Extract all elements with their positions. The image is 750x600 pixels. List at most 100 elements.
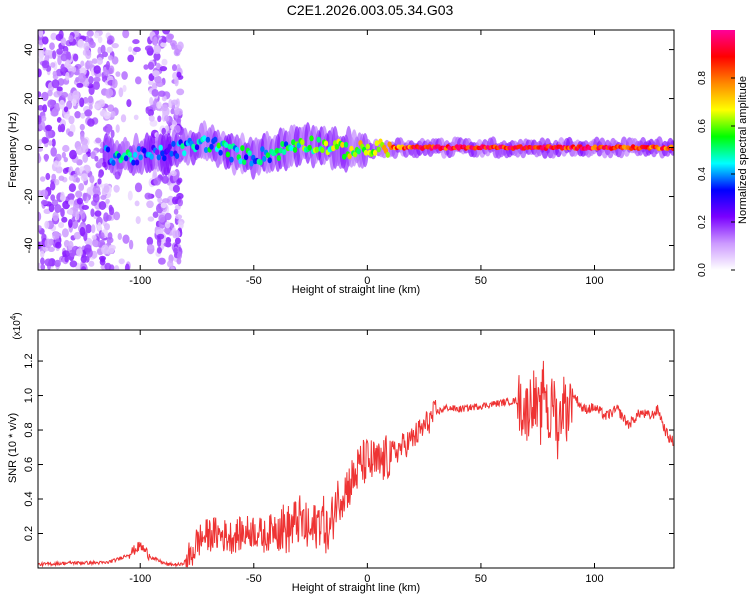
noise-blob (128, 46, 133, 53)
ridge-cell (347, 153, 352, 160)
ridge-cell (169, 150, 174, 157)
y-tick-label: 1.0 (23, 388, 35, 403)
noise-blob (127, 54, 135, 63)
noise-blob (80, 138, 88, 146)
noise-blob (110, 110, 116, 118)
noise-blob (63, 157, 68, 163)
noise-blob (176, 257, 182, 265)
y-tick-label: 1.2 (23, 353, 35, 368)
colorbar-tick-label: 0.0 (697, 263, 708, 277)
ridge-cell (149, 153, 154, 160)
noise-blob (62, 144, 70, 153)
noise-blob (38, 262, 41, 269)
noise-blob (52, 50, 57, 60)
ridge-cell (194, 144, 200, 151)
noise-blob (79, 226, 86, 237)
noise-blob (177, 251, 182, 260)
x-tick-label: 0 (364, 573, 370, 585)
noise-blob (156, 247, 162, 254)
noise-blob (80, 255, 88, 263)
ridge-cell (349, 145, 354, 152)
y-tick-label: -20 (23, 189, 35, 205)
noise-blob (41, 60, 50, 69)
noise-blob (55, 153, 62, 162)
noise-blob (77, 38, 85, 49)
noise-blob (81, 266, 87, 270)
ridge-cell (138, 154, 143, 161)
noise-blob (79, 97, 85, 108)
ridge-cell (134, 159, 140, 166)
noise-blob (170, 266, 175, 270)
noise-blob (74, 111, 81, 119)
noise-blob (52, 231, 60, 240)
noise-blob (113, 211, 121, 221)
noise-blob (108, 204, 113, 212)
noise-blob (41, 115, 47, 122)
colorbar-tick-label: 0.2 (697, 215, 708, 229)
ridge-cell (180, 143, 185, 150)
noise-blob (80, 112, 86, 119)
noise-blob (152, 70, 160, 77)
x-tick-label: 0 (364, 275, 370, 287)
noise-blob (146, 200, 154, 209)
ridge-cell (385, 151, 390, 158)
noise-blob (112, 78, 118, 89)
ridge-cell (240, 145, 245, 152)
noise-blob (107, 104, 115, 112)
ridge-cell (274, 147, 280, 154)
noise-blob (157, 115, 162, 123)
snr-marks (38, 360, 674, 568)
ridge-cell (307, 144, 312, 151)
ridge-cell (133, 151, 138, 158)
noise-blob (58, 175, 65, 181)
noise-blob (72, 53, 79, 62)
y-tick-label: 0 (23, 144, 35, 150)
noise-blob (103, 111, 111, 120)
noise-blob (38, 68, 42, 78)
noise-blob (61, 216, 68, 223)
noise-blob (173, 247, 178, 254)
noise-blob (91, 224, 96, 234)
noise-blob (78, 72, 86, 83)
snr-y-ticks: 0.2 0.4 0.6 0.8 1.0 1.2 (23, 353, 674, 541)
noise-blob (61, 228, 69, 238)
noise-blob (97, 36, 103, 44)
noise-blob (160, 202, 167, 209)
noise-blob (133, 114, 139, 121)
noise-blob (161, 175, 169, 184)
noise-blob (56, 86, 63, 92)
noise-blob (88, 260, 95, 267)
noise-blob (160, 42, 167, 48)
noise-blob (88, 76, 94, 84)
noise-blob (84, 244, 92, 253)
noise-blob (97, 222, 102, 231)
noise-blob (38, 115, 42, 125)
noise-blob (147, 216, 155, 222)
ridge-cell (300, 139, 305, 146)
ridge-cell (158, 144, 163, 151)
noise-blob (164, 221, 171, 229)
noise-blob (66, 100, 73, 110)
noise-blob (156, 237, 162, 247)
x-tick-label: -100 (129, 573, 151, 585)
noise-blob (92, 185, 101, 195)
noise-blob (158, 214, 166, 223)
ridge-cell (209, 143, 214, 150)
y-tick-label: 0.8 (23, 422, 35, 437)
noise-blob (133, 46, 141, 53)
noise-blob (174, 237, 181, 245)
noise-blob (86, 30, 94, 37)
noise-blob (128, 239, 134, 250)
noise-blob (153, 177, 161, 186)
noise-blob (91, 239, 99, 247)
noise-blob (174, 106, 180, 116)
noise-blob (134, 182, 143, 193)
noise-blob (61, 151, 66, 159)
noise-blob (83, 42, 90, 51)
noise-blob (44, 220, 50, 229)
ridge-cell (352, 151, 358, 158)
noise-blob (176, 179, 182, 185)
noise-blob (177, 198, 183, 207)
ridge-cell (213, 136, 218, 143)
noise-blob (170, 99, 179, 106)
